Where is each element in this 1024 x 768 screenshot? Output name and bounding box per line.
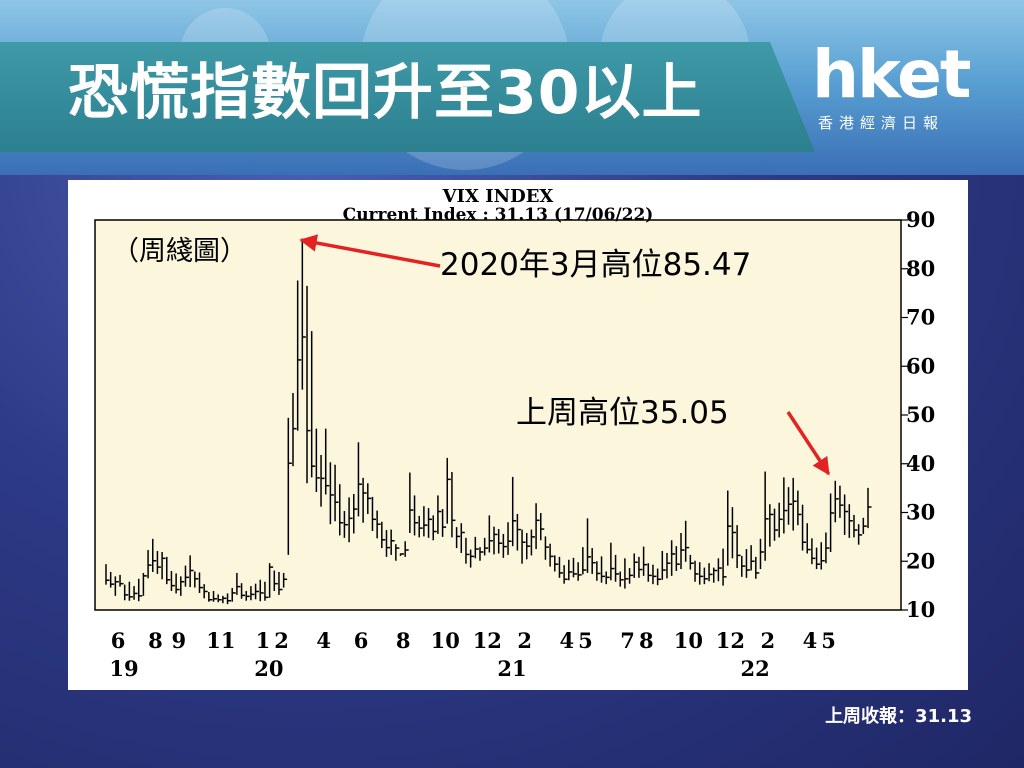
x-month-label: 4: [559, 628, 574, 653]
y-tick-label: 90: [906, 207, 935, 232]
y-tick-label: 30: [906, 500, 935, 525]
close-value-label: 上周收報：31.13: [825, 706, 972, 727]
y-tick-label: 70: [906, 305, 935, 330]
annotation-2020-high: 2020年3月高位85.47: [440, 247, 751, 283]
x-year-label: 20: [254, 656, 283, 681]
y-tick-label: 50: [906, 402, 935, 427]
arrow-2020-high: [299, 234, 441, 268]
chart-panel: VIX INDEX Current Index : 31.13 (17/06/2…: [68, 180, 968, 690]
x-month-label: 1: [256, 628, 271, 653]
x-month-label: 6: [354, 628, 369, 653]
x-month-label: 8: [396, 628, 411, 653]
x-month-label: 2: [274, 628, 289, 653]
y-axis: 10 20 30 40 50 60 70 80 90: [901, 207, 935, 622]
x-month-label: 6: [111, 628, 126, 653]
period-label: （周綫圖）: [112, 236, 247, 267]
title-banner: [0, 42, 815, 152]
y-tick-label: 60: [906, 353, 935, 378]
y-tick-label: 20: [906, 548, 935, 573]
hket-logo: hket 香港經濟日報: [812, 42, 992, 137]
x-month-label: 5: [578, 628, 593, 653]
y-tick-label: 40: [906, 451, 935, 476]
x-month-label: 2: [517, 628, 532, 653]
page-title: 恐慌指數回升至30以上: [68, 58, 703, 128]
vix-chart: VIX INDEX Current Index : 31.13 (17/06/2…: [94, 186, 935, 681]
x-month-label: 8: [148, 628, 163, 653]
x-month-label: 5: [821, 628, 836, 653]
x-month-label: 4: [803, 628, 818, 653]
arrow-last-week-high: [786, 411, 831, 476]
chart-subtitle: Current Index : 31.13 (17/06/22): [343, 205, 654, 225]
annotations: 2020年3月高位85.47 上周高位35.05: [299, 234, 831, 476]
x-month-label: 12: [716, 628, 745, 653]
x-month-label: 12: [473, 628, 502, 653]
x-month-label: 10: [431, 628, 460, 653]
x-axis: 6 8 9 11 1 2 4 6 8 10 12 2 4 5 7 8 10 12 2 4 519 20 21 22: [109, 628, 836, 681]
chart-title: VIX INDEX: [442, 186, 554, 207]
x-month-label: 7: [620, 628, 635, 653]
logo-subtitle: 香港經濟日報: [818, 114, 945, 132]
ohlc-bars: [105, 241, 872, 605]
x-year-label: 21: [497, 656, 526, 681]
x-year-label: 19: [109, 656, 138, 681]
logo-wordmark: hket: [812, 36, 971, 113]
x-month-label: 2: [760, 628, 775, 653]
x-month-label: 4: [316, 628, 331, 653]
y-tick-label: 80: [906, 256, 935, 281]
x-month-label: 9: [171, 628, 186, 653]
annotation-last-week-high: 上周高位35.05: [516, 395, 729, 431]
y-tick-label: 10: [906, 597, 935, 622]
x-month-label: 10: [674, 628, 703, 653]
x-year-label: 22: [740, 656, 769, 681]
x-month-label: 11: [206, 628, 235, 653]
x-month-label: 8: [639, 628, 654, 653]
